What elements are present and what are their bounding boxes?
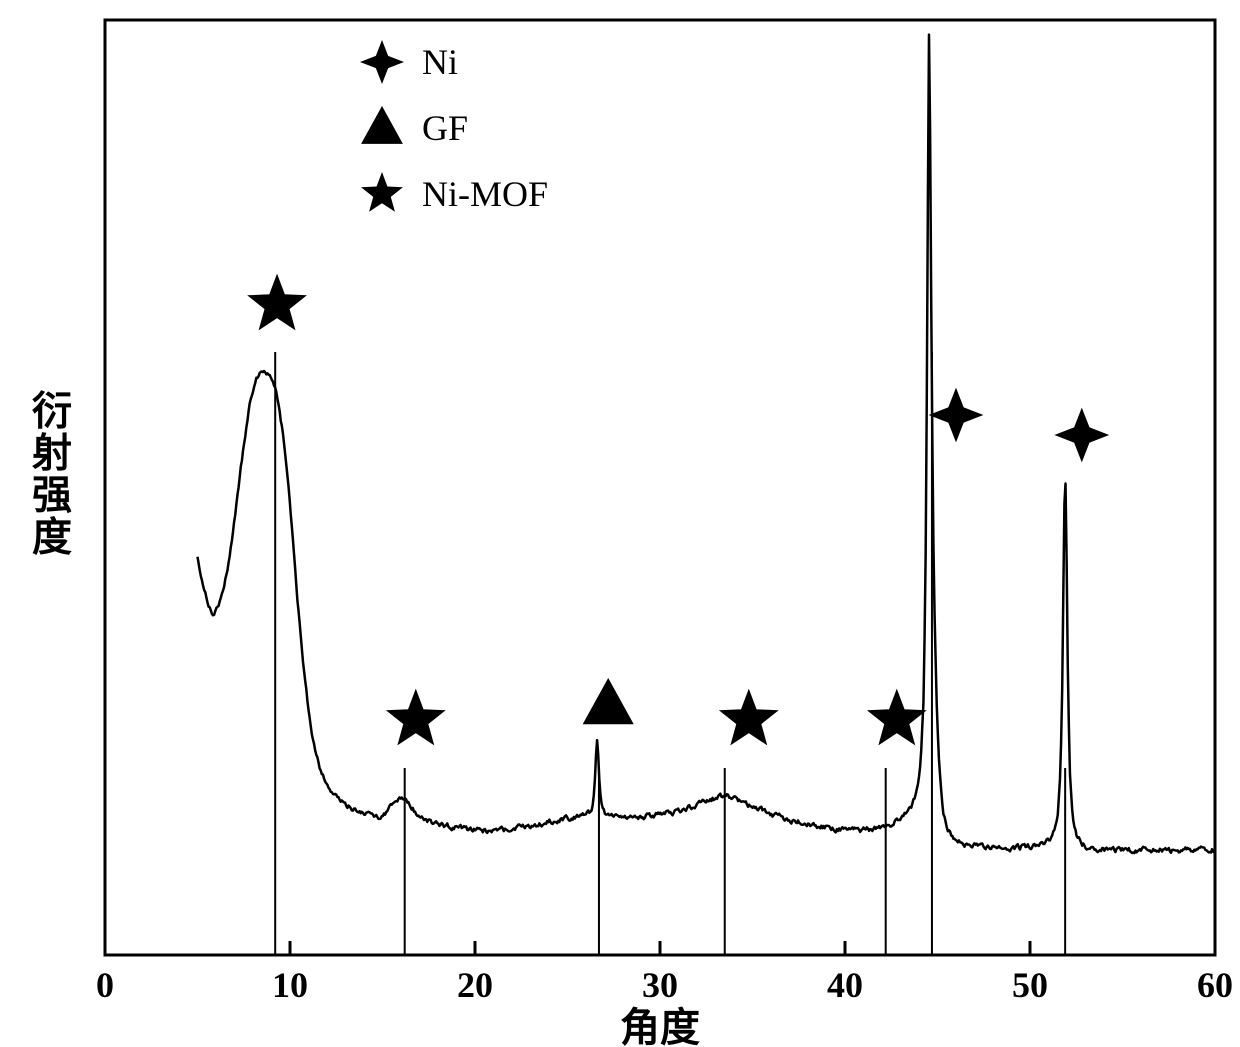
svg-text:40: 40 [827, 965, 863, 1005]
xrd-chart: 0 10 20 30 40 50 60 角度 衍射强度 Ni GF Ni-MOF [0, 0, 1240, 1047]
svg-text:度: 度 [32, 515, 72, 560]
svg-text:射: 射 [32, 431, 72, 476]
legend-label: Ni [422, 42, 458, 82]
svg-text:10: 10 [272, 965, 308, 1005]
chart-svg: 0 10 20 30 40 50 60 角度 衍射强度 Ni GF Ni-MOF [0, 0, 1240, 1047]
svg-text:20: 20 [457, 965, 493, 1005]
svg-text:0: 0 [96, 965, 114, 1005]
svg-text:50: 50 [1012, 965, 1048, 1005]
x-axis-label: 角度 [620, 1005, 700, 1047]
svg-text:60: 60 [1197, 965, 1233, 1005]
legend-label: GF [422, 108, 468, 148]
svg-text:30: 30 [642, 965, 678, 1005]
svg-text:衍: 衍 [32, 389, 72, 434]
svg-text:强: 强 [32, 473, 72, 518]
legend-label: Ni-MOF [422, 174, 548, 214]
